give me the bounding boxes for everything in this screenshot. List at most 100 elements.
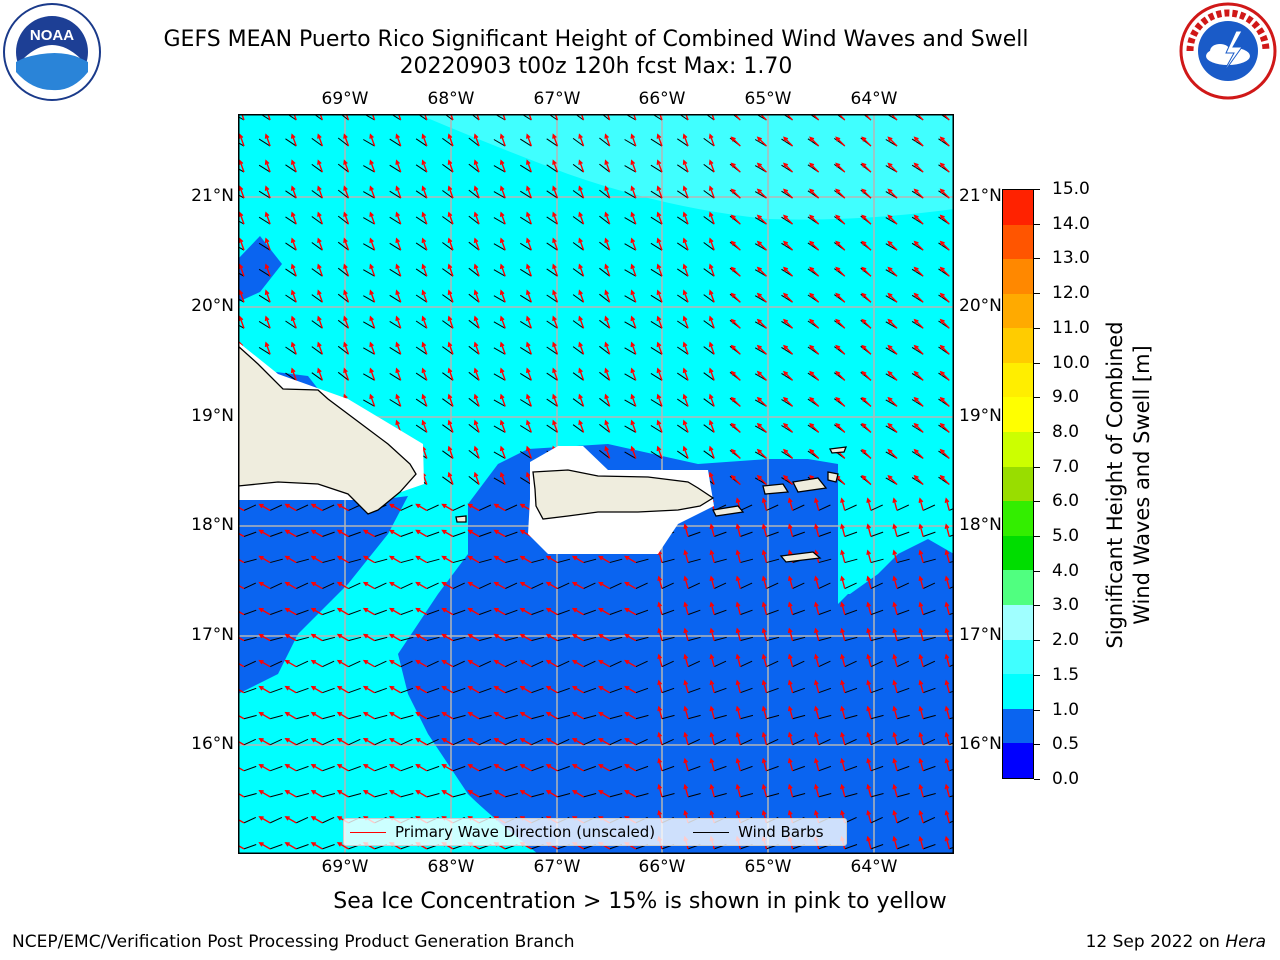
- colorbar-tick-label: 9.0: [1052, 387, 1080, 408]
- wind-barb: [572, 216, 584, 225]
- colorbar-tick: [1034, 674, 1040, 676]
- wave-arrow-head: [415, 764, 421, 769]
- wind-barb: [285, 242, 297, 251]
- wind-barb: [520, 372, 532, 381]
- wave-direction-arrow: [578, 420, 585, 433]
- wind-barb: [624, 399, 637, 407]
- wave-direction-arrow: [867, 576, 872, 589]
- wave-direction-arrow: [468, 503, 480, 512]
- wave-arrow-head: [545, 738, 552, 743]
- wave-arrow-head: [861, 162, 867, 168]
- wave-arrow-head: [552, 289, 557, 295]
- wave-direction-arrow: [416, 529, 428, 538]
- wave-direction-arrow: [317, 368, 324, 381]
- wind-barb: [624, 373, 637, 381]
- wind-barb: [389, 138, 401, 147]
- wave-direction-arrow: [317, 212, 324, 225]
- wind-barb: [714, 531, 727, 537]
- wave-direction-arrow: [526, 160, 532, 173]
- wind-barb: [493, 295, 506, 303]
- wind-barb: [677, 424, 689, 433]
- wave-arrow-head: [441, 555, 447, 561]
- wave-arrow-head: [284, 790, 290, 795]
- wind-barb: [493, 321, 506, 329]
- wave-arrow-head: [939, 292, 945, 298]
- wave-direction-arrow: [500, 368, 506, 381]
- wave-direction-arrow: [598, 607, 611, 616]
- wind-barb: [766, 765, 779, 772]
- colorbar-tick: [1034, 570, 1040, 572]
- wave-direction-arrow: [468, 555, 480, 564]
- wave-arrow-head: [238, 159, 244, 165]
- colorbar-tick: [1034, 327, 1040, 329]
- wave-direction-arrow: [317, 238, 324, 251]
- wind-barb: [870, 504, 883, 511]
- noaa-logo-text: NOAA: [30, 27, 74, 44]
- wave-arrow-head: [913, 344, 919, 350]
- wave-arrow-head: [918, 731, 924, 738]
- wave-arrow-head: [604, 393, 609, 400]
- wave-direction-arrow: [442, 712, 454, 720]
- wave-arrow-head: [630, 419, 636, 426]
- wave-direction-arrow: [657, 446, 663, 459]
- wind-barb: [624, 347, 637, 355]
- wave-direction-arrow: [598, 686, 611, 694]
- wind-barb: [311, 190, 323, 199]
- wave-direction-arrow: [526, 420, 532, 433]
- wave-direction-arrow: [552, 368, 559, 381]
- wave-arrow-head: [519, 607, 525, 613]
- wave-direction-arrow: [337, 503, 349, 512]
- wind-barb: [442, 346, 454, 355]
- wave-direction-arrow: [683, 212, 689, 225]
- wind-barb: [285, 216, 297, 225]
- wave-direction-arrow: [736, 733, 741, 745]
- wave-direction-arrow: [468, 712, 480, 720]
- wave-direction-arrow: [940, 241, 950, 251]
- wave-arrow-head: [787, 627, 793, 634]
- wind-barb: [922, 844, 936, 850]
- wave-arrow-head: [892, 731, 898, 738]
- wave-arrow-head: [493, 659, 499, 665]
- wave-direction-arrow: [520, 555, 532, 564]
- wave-direction-arrow: [940, 319, 950, 329]
- wind-barb: [478, 660, 492, 668]
- wave-direction-arrow: [783, 163, 794, 173]
- wave-arrow-head: [787, 757, 793, 764]
- wave-arrow-head: [939, 422, 945, 428]
- wave-arrow-head: [913, 318, 919, 324]
- colorbar-tick: [1034, 362, 1040, 364]
- wind-barb: [442, 372, 454, 381]
- wind-barb: [599, 267, 610, 277]
- wind-barb: [243, 609, 257, 616]
- wave-direction-arrow: [442, 607, 454, 616]
- wave-direction-arrow: [736, 628, 741, 641]
- wave-arrow-head: [918, 809, 924, 816]
- wave-direction-arrow: [389, 790, 402, 798]
- wave-arrow-head: [783, 448, 789, 454]
- wave-arrow-head: [519, 659, 525, 665]
- wave-arrow-head: [708, 263, 714, 269]
- wave-direction-arrow: [337, 529, 349, 538]
- wave-arrow-head: [918, 601, 924, 608]
- wind-barb: [531, 714, 545, 720]
- colorbar-tick: [1034, 709, 1040, 711]
- colorbar-tick: [1034, 223, 1040, 225]
- wind-barb: [546, 164, 558, 173]
- wave-arrow-head: [913, 188, 919, 194]
- wave-direction-arrow: [710, 550, 715, 563]
- wave-arrow-head: [918, 757, 924, 764]
- wave-arrow-head: [861, 448, 867, 454]
- wind-barb: [389, 190, 401, 199]
- wave-direction-arrow: [311, 764, 323, 772]
- wave-direction-arrow: [343, 264, 350, 277]
- wave-direction-arrow: [395, 134, 402, 147]
- wave-arrow-head: [526, 471, 531, 478]
- wave-arrow-head: [840, 523, 845, 529]
- lon-tick-bottom: 67°W: [533, 857, 581, 877]
- wind-barb: [520, 216, 532, 225]
- wave-arrow-head: [597, 659, 604, 665]
- wave-arrow-head: [447, 185, 453, 191]
- wave-arrow-head: [814, 809, 819, 816]
- wind-barb: [572, 320, 584, 329]
- wave-arrow-head: [944, 835, 950, 842]
